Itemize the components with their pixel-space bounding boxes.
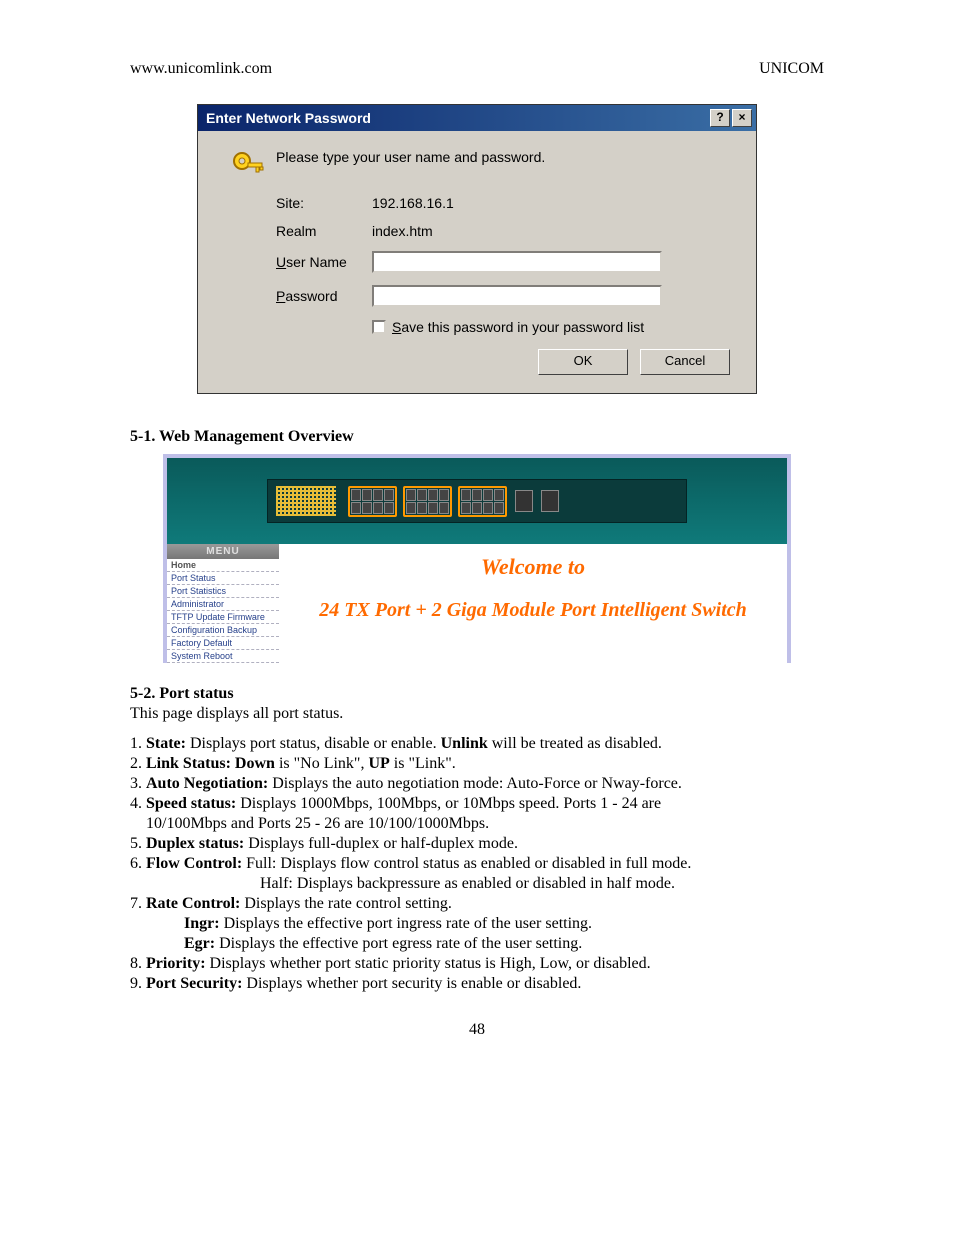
header-left: www.unicomlink.com (130, 60, 272, 78)
menu-item[interactable]: System Reboot (167, 650, 279, 663)
realm-value: index.htm (372, 223, 736, 239)
password-input[interactable] (372, 285, 662, 307)
close-button[interactable]: × (732, 109, 752, 127)
menu-item[interactable]: Home (167, 559, 279, 572)
menu-item[interactable]: Port Statistics (167, 585, 279, 598)
menu-item[interactable]: Configuration Backup (167, 624, 279, 637)
menu-item[interactable]: Factory Default (167, 637, 279, 650)
list-item: 10/100Mbps and Ports 25 - 26 are 10/100/… (130, 815, 824, 833)
cancel-button[interactable]: Cancel (640, 349, 730, 375)
web-management-screenshot: MENU HomePort StatusPort StatisticsAdmin… (163, 454, 791, 663)
key-icon (230, 149, 264, 183)
list-item: Half: Displays backpressure as enabled o… (130, 875, 824, 893)
menu-header: MENU (167, 544, 279, 559)
list-item: Ingr: Displays the effective port ingres… (130, 915, 824, 933)
username-input[interactable] (372, 251, 662, 273)
help-button[interactable]: ? (710, 109, 730, 127)
password-dialog: Enter Network Password ? × (197, 104, 757, 394)
menu-item[interactable]: Administrator (167, 598, 279, 611)
list-item: Egr: Displays the effective port egress … (130, 935, 824, 953)
list-item: 2. Link Status: Down is "No Link", UP is… (130, 755, 824, 773)
dialog-instruction: Please type your user name and password. (276, 149, 736, 165)
list-item: 1. State: Displays port status, disable … (130, 735, 824, 753)
header-right: UNICOM (759, 60, 824, 78)
site-label: Site: (276, 195, 372, 211)
list-item: 9. Port Security: Displays whether port … (130, 975, 824, 993)
list-item: 8. Priority: Displays whether port stati… (130, 955, 824, 973)
list-item: 6. Flow Control: Full: Displays flow con… (130, 855, 824, 873)
save-password-checkbox[interactable] (372, 320, 386, 334)
port-status-list: 1. State: Displays port status, disable … (130, 735, 824, 993)
section-5-2-intro: This page displays all port status. (130, 705, 824, 723)
page-number: 48 (130, 1021, 824, 1039)
dialog-titlebar: Enter Network Password ? × (198, 105, 756, 131)
site-value: 192.168.16.1 (372, 195, 736, 211)
section-5-1-title: 5-1. Web Management Overview (130, 428, 824, 446)
list-item: 3. Auto Negotiation: Displays the auto n… (130, 775, 824, 793)
password-label: Password (276, 288, 372, 304)
switch-graphic (267, 479, 687, 523)
dialog-title: Enter Network Password (206, 110, 371, 126)
menu-panel: MENU HomePort StatusPort StatisticsAdmin… (167, 544, 279, 663)
list-item: 5. Duplex status: Displays full-duplex o… (130, 835, 824, 853)
section-5-2-title: 5-2. Port status (130, 685, 824, 703)
list-item: 4. Speed status: Displays 1000Mbps, 100M… (130, 795, 824, 813)
menu-item[interactable]: Port Status (167, 572, 279, 585)
ok-button[interactable]: OK (538, 349, 628, 375)
username-label: User Name (276, 254, 372, 270)
realm-label: Realm (276, 223, 372, 239)
menu-item[interactable]: TFTP Update Firmware (167, 611, 279, 624)
product-title: 24 TX Port + 2 Giga Module Port Intellig… (287, 598, 779, 622)
welcome-text: Welcome to (287, 554, 779, 580)
save-password-label: Save this password in your password list (392, 319, 644, 335)
list-item: 7. Rate Control: Displays the rate contr… (130, 895, 824, 913)
